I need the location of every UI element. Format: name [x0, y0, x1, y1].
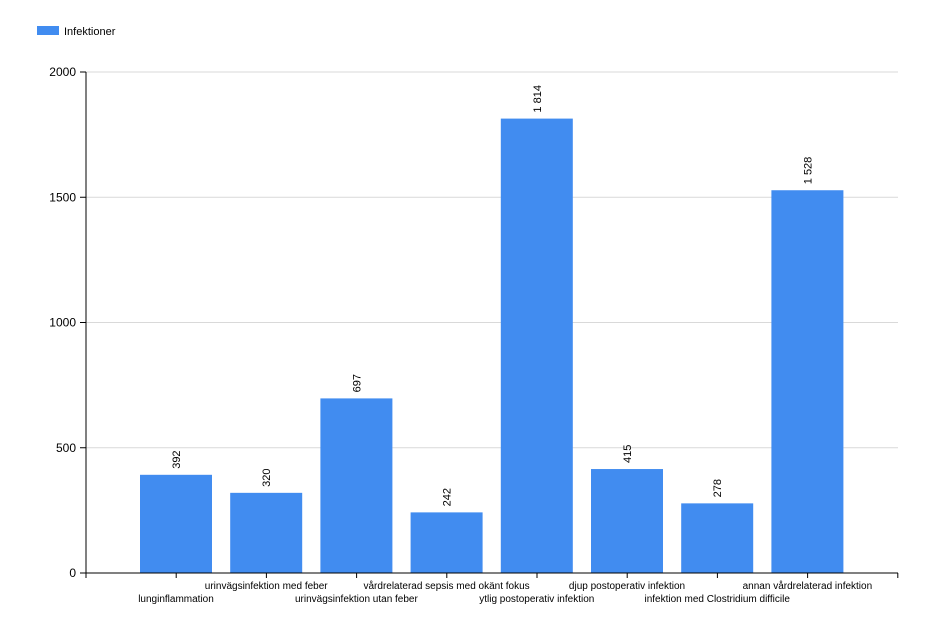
x-tick-marks	[85, 573, 899, 578]
gridlines	[86, 71, 898, 449]
data-label: 1 814	[532, 85, 544, 113]
data-label: 1 528	[802, 157, 814, 185]
data-label: 415	[622, 445, 634, 463]
data-label: 278	[712, 479, 724, 497]
y-tick-labels: 0 500 1000 1500 2000	[49, 65, 86, 580]
category-label: annan vårdrelaterad infektion	[743, 580, 873, 592]
y-tick-label: 0	[69, 566, 76, 580]
category-label: ytlig postoperativ infektion	[479, 594, 594, 605]
data-label: 320	[261, 468, 273, 486]
data-label: 242	[442, 488, 454, 506]
bar	[500, 118, 573, 573]
category-label: vårdrelaterad sepsis med okänt fokus	[363, 580, 529, 592]
legend-label-infektioner: Infektioner	[64, 26, 116, 38]
y-tick-label: 1500	[49, 190, 76, 204]
category-label: djup postoperativ infektion	[569, 581, 685, 592]
data-labels: 392 320 697 242 1 814 415 278 1 528	[171, 85, 814, 506]
data-label: 392	[171, 450, 183, 468]
y-tick-label: 500	[56, 441, 76, 455]
category-label: urinvägsinfektion utan feber	[295, 594, 419, 605]
category-label: lunginflammation	[138, 594, 214, 605]
bar	[591, 469, 663, 573]
bar	[410, 512, 483, 573]
y-tick-label: 1000	[49, 316, 76, 330]
legend: Infektioner	[37, 26, 116, 38]
bar	[681, 503, 754, 573]
category-label: infektion med Clostridium difficile	[644, 594, 790, 605]
bar	[320, 398, 393, 573]
bars	[140, 118, 844, 573]
bar	[230, 492, 303, 573]
bar	[140, 474, 212, 573]
category-label: urinvägsinfektion med feber	[205, 581, 329, 592]
bar	[771, 190, 844, 573]
y-tick-label: 2000	[49, 65, 76, 79]
legend-swatch-infektioner	[37, 26, 59, 35]
data-label: 697	[351, 374, 363, 392]
category-labels: lunginflammation urinvägsinfektion med fe…	[138, 580, 872, 605]
